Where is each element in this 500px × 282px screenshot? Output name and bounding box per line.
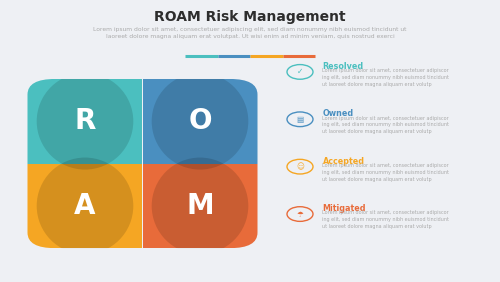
Text: Mitigated: Mitigated	[322, 204, 366, 213]
Bar	[28, 164, 142, 248]
Text: Lorem ipsum dolor sit amet, consectetuer adipiscor
ing elit, sed diam nonummy ni: Lorem ipsum dolor sit amet, consectetuer…	[322, 68, 450, 87]
Text: ROAM Risk Management: ROAM Risk Management	[154, 10, 346, 24]
Ellipse shape	[152, 73, 248, 169]
Text: Lorem ipsum dolor sit amet, consectetuer adipiscor
ing elit, sed diam nonummy ni: Lorem ipsum dolor sit amet, consectetuer…	[322, 210, 450, 229]
Ellipse shape	[152, 158, 248, 254]
Text: ☺: ☺	[296, 162, 304, 171]
Ellipse shape	[36, 73, 134, 169]
Text: O: O	[188, 107, 212, 135]
Text: ✓: ✓	[297, 67, 303, 76]
Text: M: M	[186, 192, 214, 220]
Text: ☂: ☂	[296, 210, 304, 219]
Text: Lorem ipsum dolor sit amet, consectetuer adipiscing elit, sed diam nonummy nibh : Lorem ipsum dolor sit amet, consectetuer…	[93, 27, 407, 39]
Text: A: A	[74, 192, 96, 220]
Text: R: R	[74, 107, 96, 135]
Bar	[142, 164, 258, 248]
Bar	[28, 79, 142, 164]
Text: Owned: Owned	[322, 109, 354, 118]
Text: Lorem ipsum dolor sit amet, consectetuer adipiscor
ing elit, sed diam nonummy ni: Lorem ipsum dolor sit amet, consectetuer…	[322, 116, 450, 134]
Text: Resolved: Resolved	[322, 62, 364, 71]
Text: Lorem ipsum dolor sit amet, consectetuer adipiscor
ing elit, sed diam nonummy ni: Lorem ipsum dolor sit amet, consectetuer…	[322, 163, 450, 182]
Ellipse shape	[36, 158, 134, 254]
Bar	[142, 79, 258, 164]
Text: Accepted: Accepted	[322, 157, 364, 166]
Text: ▤: ▤	[296, 115, 304, 124]
